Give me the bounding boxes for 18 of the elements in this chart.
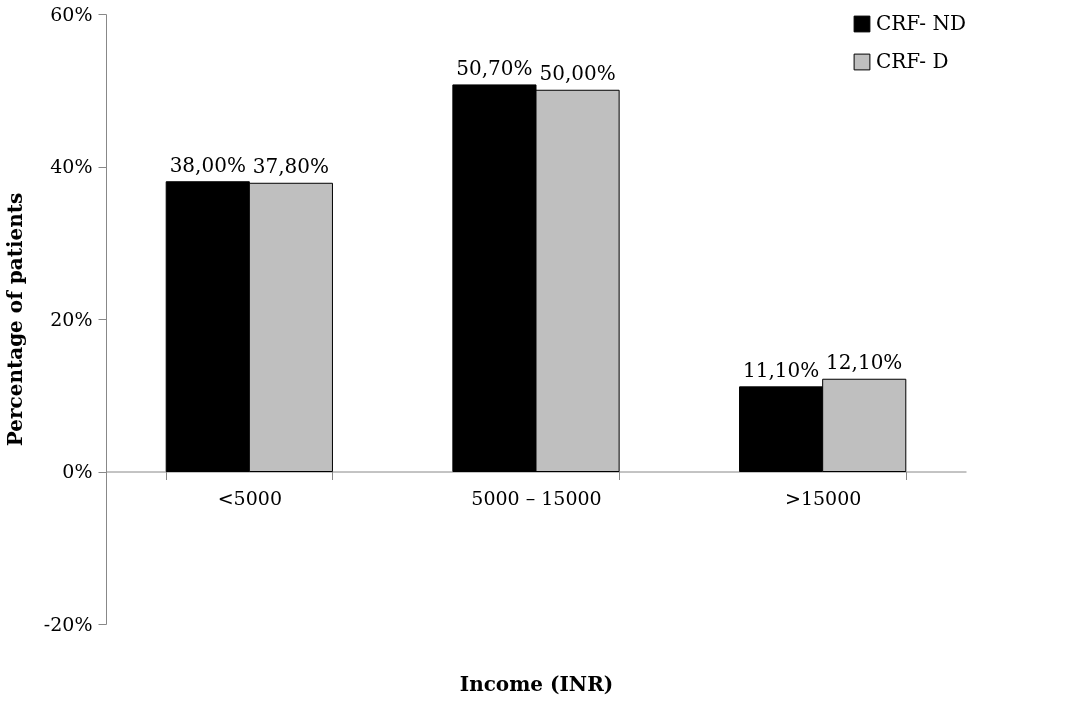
data-label: 12,10% <box>826 350 903 375</box>
x-tick-label: <5000 <box>217 487 282 509</box>
y-tick-label: 60% <box>50 2 93 25</box>
y-axis-title: Percentage of patients <box>2 192 27 447</box>
y-tick-label: -20% <box>43 612 93 635</box>
x-tick-label: >15000 <box>784 487 862 509</box>
legend-label: CRF- D <box>876 49 949 73</box>
data-label: 37,80% <box>252 154 330 179</box>
x-axis-title: Income (INR) <box>459 671 614 696</box>
data-label: 11,10% <box>742 357 820 382</box>
data-label: 50,70% <box>456 55 533 80</box>
data-label: 50,00% <box>539 61 616 86</box>
y-tick-label: 20% <box>50 307 93 330</box>
data-label: 38,00% <box>169 152 246 177</box>
x-tick-label: 5000 – 15000 <box>471 487 602 509</box>
y-tick-label: 40% <box>50 155 93 177</box>
legend-label: CRF- ND <box>876 11 966 35</box>
y-tick-label: 0% <box>62 460 93 482</box>
